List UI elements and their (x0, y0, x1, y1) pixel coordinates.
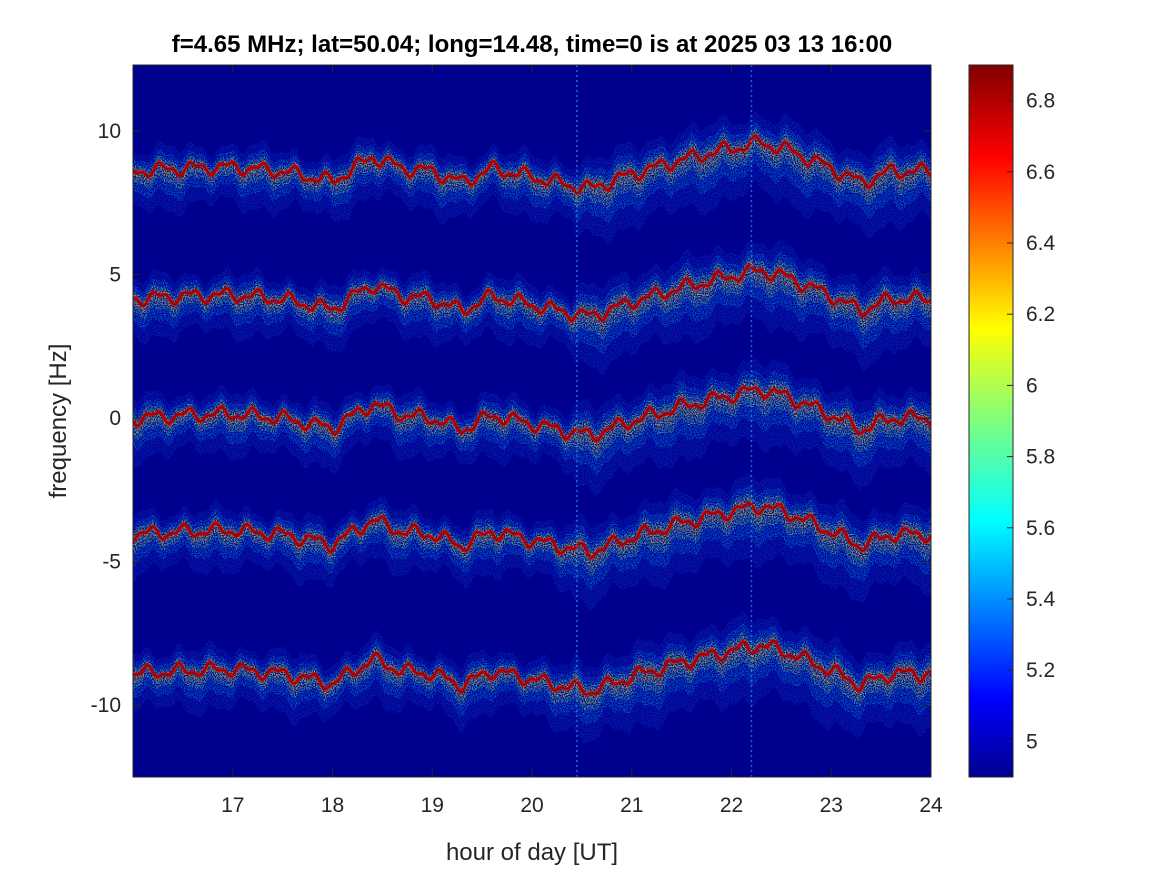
colorbar-tick-label: 5.6 (1026, 517, 1055, 540)
x-tick-label: 22 (720, 794, 743, 817)
trace-spread-yellow (133, 635, 931, 704)
y-tick-label: 5 (109, 264, 121, 287)
x-tick-label: 18 (321, 794, 344, 817)
colorbar-ticks: 5 5.2 5.4 5.6 5.8 6 6.2 6.4 6.6 6.8 (1007, 90, 1056, 753)
trace-core-dark (133, 386, 931, 442)
colorbar-tick-label: 6.6 (1026, 161, 1055, 184)
colorbar-tick-label: 6.2 (1026, 303, 1055, 326)
y-tick-label: -10 (91, 694, 121, 717)
colorbar-tick-label: 5.4 (1026, 588, 1056, 611)
y-axis-label: frequency [Hz] (45, 344, 72, 499)
x-tick-label: 19 (421, 794, 444, 817)
x-tick-label: 21 (620, 794, 643, 817)
trace-spread-yellow (133, 131, 931, 202)
plot-area (132, 64, 932, 778)
colorbar-tick-label: 6.4 (1026, 232, 1056, 255)
colorbar: 5 5.2 5.4 5.6 5.8 6 6.2 6.4 6.6 6.8 (968, 64, 1056, 778)
spectral-traces (133, 65, 931, 777)
x-tick-label: 17 (221, 794, 244, 817)
y-tick-label: 0 (109, 407, 121, 430)
colorbar-tick-label: 5.8 (1026, 446, 1055, 469)
x-tick-label: 23 (820, 794, 843, 817)
y-tick-label: -5 (102, 551, 121, 574)
trace-core-dark (133, 135, 931, 194)
x-axis-label: hour of day [UT] (446, 839, 618, 866)
trace-core-dark (133, 502, 931, 559)
y-axis: -10 -5 0 5 10 (91, 120, 931, 717)
colorbar-tick-label: 6.8 (1026, 90, 1055, 113)
colorbar-tick-label: 6 (1026, 374, 1038, 397)
chart-title: f=4.65 MHz; lat=50.04; long=14.48, time=… (172, 31, 892, 58)
colorbar-tick-label: 5 (1026, 730, 1038, 753)
trace-core-dark (133, 264, 931, 322)
trace-core-dark (133, 640, 931, 696)
colorbar-gradient (968, 64, 1014, 778)
colorbar-tick-label: 5.2 (1026, 659, 1055, 682)
x-tick-label: 20 (520, 794, 543, 817)
x-tick-label: 24 (919, 794, 943, 817)
y-tick-label: 10 (98, 120, 121, 143)
x-axis: 17 18 19 20 21 22 23 24 (221, 65, 943, 817)
